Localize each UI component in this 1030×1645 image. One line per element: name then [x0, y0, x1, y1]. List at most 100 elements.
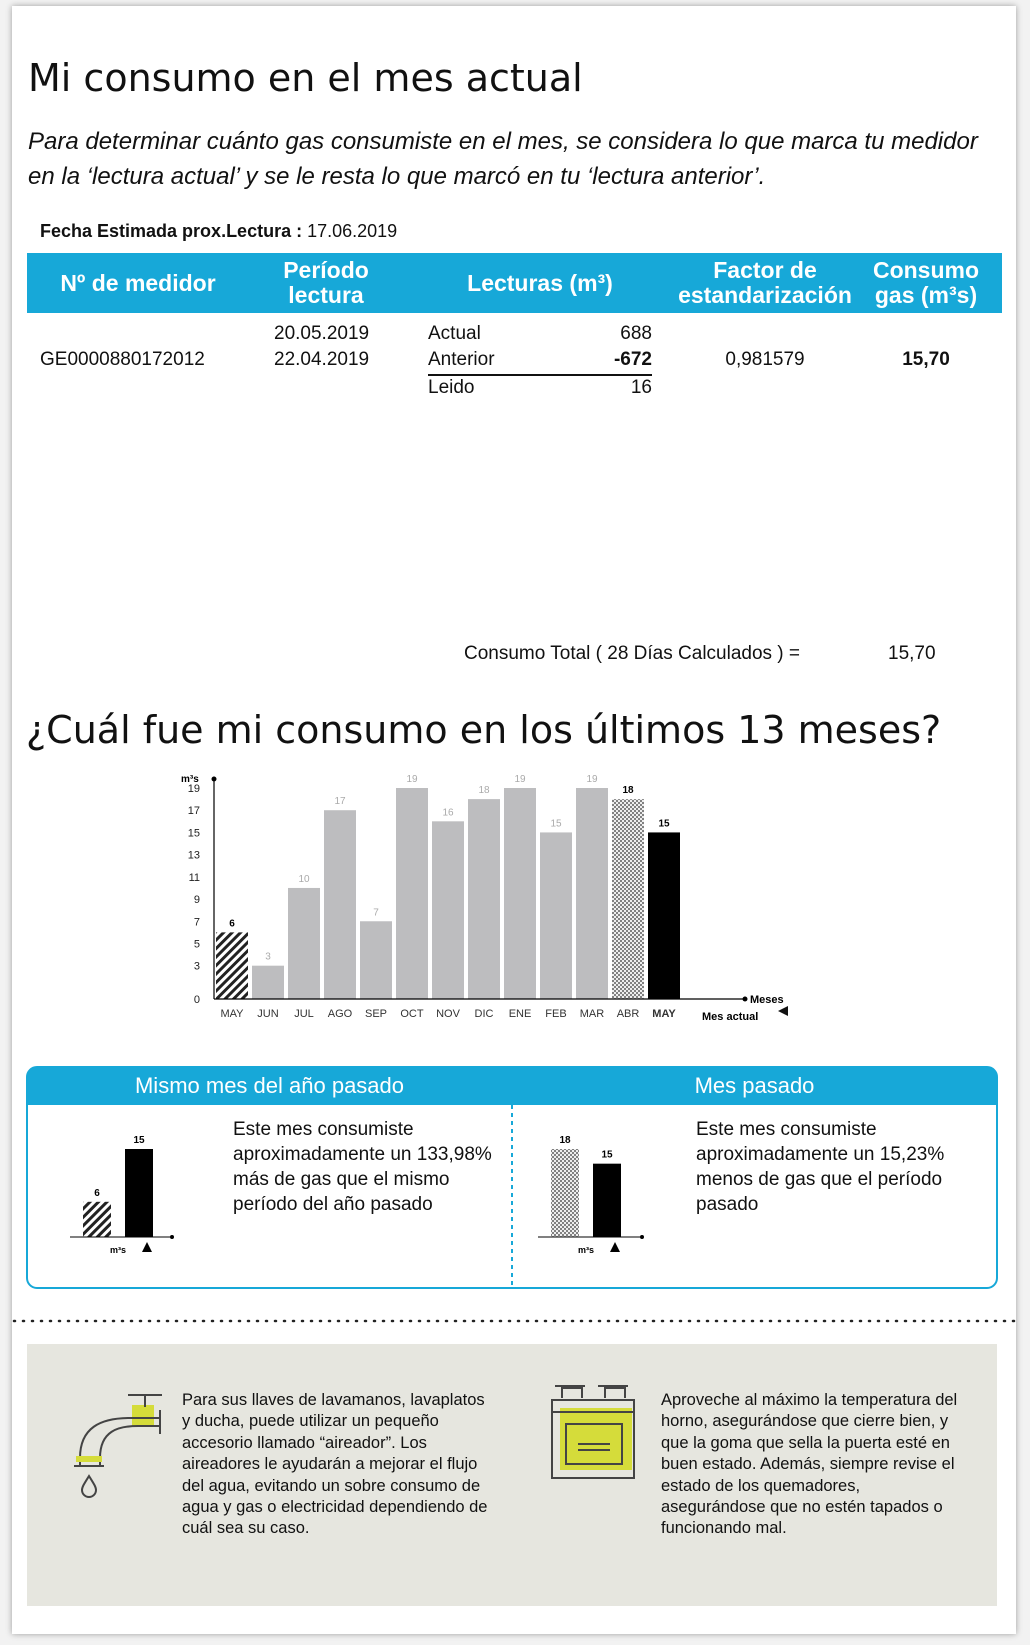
value-label: 3: [265, 952, 271, 963]
factor: 0,981579: [725, 349, 805, 370]
y-tick-label: 17: [188, 805, 200, 817]
y-tick-label: 5: [194, 938, 200, 950]
x-tick-label: JUN: [257, 1008, 278, 1020]
bar: [468, 799, 500, 999]
tip-text: Para sus llaves de lavamanos, lavaplatos…: [182, 1391, 488, 1538]
mini-value-label: 18: [559, 1135, 571, 1146]
mini-axis-label: m³s: [110, 1245, 126, 1255]
page-title: Mi consumo en el mes actual: [28, 56, 583, 100]
value-label: 18: [478, 785, 490, 796]
x-tick-label: NOV: [436, 1008, 461, 1020]
bar: [432, 821, 464, 999]
total-label: Consumo Total ( 28 Días Calculados ) =: [464, 643, 801, 664]
x-tick-label: ABR: [617, 1008, 640, 1020]
mini-bar: [551, 1149, 579, 1237]
col-header: Período lectura: [283, 257, 369, 308]
date: 20.05.2019: [274, 323, 370, 344]
mini-arrow: [142, 1242, 152, 1252]
reading-label: Actual: [428, 323, 481, 344]
y-axis-label: m³s: [181, 774, 199, 785]
value-label: 19: [514, 774, 526, 785]
col-header: Nº de medidor: [60, 269, 216, 296]
mini-value-label: 15: [133, 1135, 145, 1146]
value-label: 15: [658, 818, 670, 829]
total-value: 15,70: [888, 643, 936, 664]
reading-value: 688: [620, 323, 652, 344]
bar: [612, 799, 644, 999]
tips-box: [27, 1344, 997, 1606]
value-label: 7: [373, 907, 379, 918]
bar: [576, 788, 608, 999]
y-tick-label: 15: [188, 827, 200, 839]
y-tick-label: 19: [188, 783, 200, 795]
axis-end: [211, 776, 217, 782]
x-tick-label: MAR: [580, 1008, 605, 1020]
comparison-text: Este mes consumiste aproximadamente un 1…: [696, 1119, 945, 1215]
bar: [396, 788, 428, 999]
value-label: 6: [229, 918, 235, 929]
consumption: 15,70: [902, 349, 950, 370]
section-title: ¿Cuál fue mi consumo en los últimos 13 m…: [26, 708, 942, 752]
meter-number: GE0000880172012: [40, 349, 205, 370]
date: 22.04.2019: [274, 349, 370, 370]
table-header-bar: [27, 253, 1002, 313]
col-header: Factor de estandarización: [678, 257, 852, 308]
next-reading-label: Fecha Estimada prox.Lectura :: [40, 221, 303, 241]
mini-value-label: 15: [601, 1150, 613, 1161]
bar: [252, 965, 284, 999]
comparison-title: Mes pasado: [694, 1073, 815, 1098]
y-tick-label: 3: [194, 961, 200, 973]
bar: [540, 832, 572, 999]
reading-value: -672: [613, 349, 652, 370]
reading-label: Leido: [428, 377, 475, 398]
col-header: Consumo gas (m³s): [872, 257, 980, 308]
value-label: 19: [586, 774, 598, 785]
col-header: Lecturas (m³): [467, 269, 613, 296]
value-label: 15: [550, 818, 562, 829]
value-label: 10: [298, 874, 310, 885]
value-label: 16: [442, 807, 454, 818]
value-label: 18: [622, 785, 634, 796]
mini-bar: [125, 1149, 153, 1237]
bar: [216, 932, 248, 999]
oven-icon: [551, 1385, 635, 1479]
intro: Para determinar cuánto gas consumiste en…: [28, 128, 978, 190]
axis-end: [742, 996, 748, 1002]
current-arrow: [778, 1006, 788, 1016]
mini-arrow: [610, 1242, 620, 1252]
bar: [504, 788, 536, 999]
mini-bar: [83, 1201, 111, 1237]
next-reading: Fecha Estimada prox.Lectura : 17.06.2019: [40, 221, 397, 242]
bar: [288, 887, 320, 999]
x-tick-label: JUL: [294, 1008, 314, 1020]
value-label: 17: [334, 796, 346, 807]
next-reading-date: 17.06.2019: [307, 221, 398, 241]
y-tick-label: 9: [194, 894, 200, 906]
x-axis-label: Meses: [750, 994, 784, 1006]
mini-axis-label: m³s: [578, 1245, 594, 1255]
tip-text: Aproveche al máximo la temperatura del h…: [661, 1391, 958, 1538]
x-tick-label: MAY: [220, 1008, 244, 1020]
reading-label: Anterior: [428, 349, 495, 370]
x-tick-label: SEP: [365, 1008, 387, 1020]
y-tick-label: 7: [194, 916, 200, 928]
x-tick-label: DIC: [475, 1008, 494, 1020]
axis-end: [170, 1235, 174, 1239]
value-label: 19: [406, 774, 418, 785]
comparison-text: Este mes consumiste aproximadamente un 1…: [233, 1119, 492, 1215]
x-tick-label: FEB: [545, 1008, 566, 1020]
axis-end: [640, 1235, 644, 1239]
current-label: Mes actual: [702, 1011, 758, 1023]
x-tick-label: AGO: [328, 1008, 353, 1020]
tap-icon: [74, 1394, 162, 1498]
mini-value-label: 6: [94, 1188, 100, 1199]
reading-value: 16: [630, 377, 652, 398]
bar: [360, 921, 392, 999]
comparison-header: [27, 1067, 997, 1105]
comparison-title: Mismo mes del año pasado: [134, 1073, 405, 1098]
x-tick-label: OCT: [400, 1008, 424, 1020]
y-tick-label: 11: [189, 872, 200, 884]
bar: [648, 832, 680, 999]
